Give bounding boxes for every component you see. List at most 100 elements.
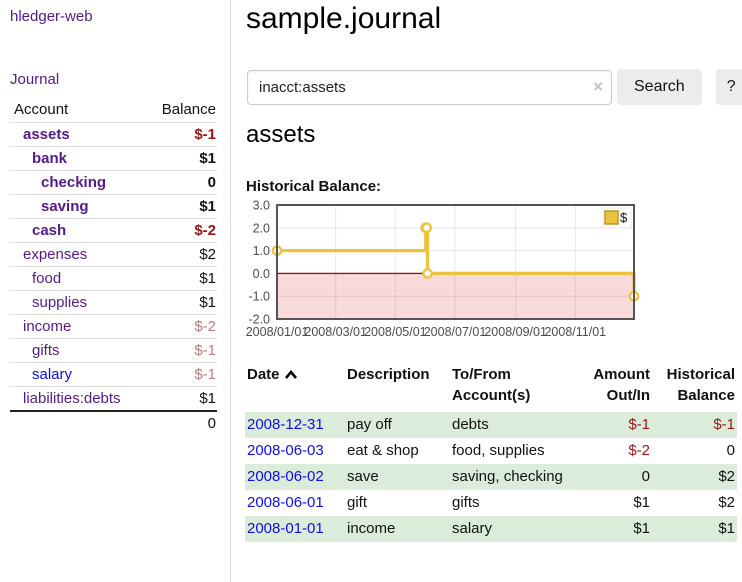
svg-text:2008/11/01: 2008/11/01 xyxy=(544,325,606,339)
account-balance: $-1 xyxy=(194,126,216,143)
legend-label: $ xyxy=(620,210,628,225)
search-field-wrapper: × xyxy=(247,69,612,105)
register-row: 2008-01-01 income salary $1 $1 xyxy=(245,516,737,542)
account-balance: $-2 xyxy=(194,222,216,239)
sort-ascending-icon xyxy=(284,365,298,386)
register-date-cell: 2008-12-31 xyxy=(245,412,345,438)
register-accounts-cell: debts xyxy=(452,416,489,433)
register-row: 2008-06-02 save saving, checking 0 $2 xyxy=(245,464,737,490)
account-link[interactable]: liabilities:debts xyxy=(23,390,121,407)
register-amount-cell: $-1 xyxy=(628,416,650,433)
search-button[interactable]: Search xyxy=(617,69,702,105)
svg-text:-1.0: -1.0 xyxy=(248,290,270,304)
account-balance: 0 xyxy=(207,174,216,191)
register-accounts-cell: salary xyxy=(452,520,493,537)
chart-title: Historical Balance: xyxy=(246,178,382,195)
account-link[interactable]: saving xyxy=(41,198,89,215)
account-row: liabilities:debts $1 xyxy=(10,386,217,412)
account-link[interactable]: checking xyxy=(41,174,107,191)
account-link[interactable]: gifts xyxy=(32,342,60,359)
register-header-description: Description xyxy=(347,366,430,383)
register-amount-cell: $-2 xyxy=(628,442,650,459)
accounts-header-row: Account Balance xyxy=(10,98,217,123)
register-description-cell: save xyxy=(347,468,379,485)
account-link[interactable]: cash xyxy=(32,222,67,239)
historical-balance-chart[interactable]: 2008/01/01 2008/03/01 2008/05/01 2008/07/01… xyxy=(240,198,700,344)
register-date-cell: 2008-06-01 xyxy=(245,490,345,516)
register-balance-cell: $-1 xyxy=(713,416,735,433)
accounts-header-balance: Balance xyxy=(161,101,216,118)
register-header-date: Date xyxy=(245,362,345,412)
legend-swatch xyxy=(604,210,619,225)
account-row: supplies $1 xyxy=(10,290,217,315)
register-description-cell: gift xyxy=(347,494,368,511)
register-accounts-cell: food, supplies xyxy=(452,442,545,459)
svg-text:1.0: 1.0 xyxy=(253,244,270,258)
account-balance: $-1 xyxy=(194,342,216,359)
search-input[interactable] xyxy=(247,69,612,105)
svg-text:2008/01/01: 2008/01/01 xyxy=(246,325,309,339)
account-row: assets $-1 xyxy=(10,122,217,147)
account-balance: $1 xyxy=(199,390,216,407)
register-heading: assets xyxy=(246,121,316,148)
register-date-link[interactable]: 2008-01-01 xyxy=(247,520,324,537)
register-row: 2008-12-31 pay off debts $-1 $-1 xyxy=(245,412,737,438)
register-header-balance: Historical Balance xyxy=(666,366,735,404)
register-header-amount: Amount Out/In xyxy=(593,366,650,404)
svg-text:2008/09/01: 2008/09/01 xyxy=(484,325,547,339)
register-amount-cell: 0 xyxy=(641,468,650,485)
account-row: saving $1 xyxy=(10,194,217,219)
account-balance: $1 xyxy=(199,198,216,215)
register-row: 2008-06-01 gift gifts $1 $2 xyxy=(245,490,737,516)
register-date-link[interactable]: 2008-12-31 xyxy=(247,416,324,433)
account-link[interactable]: bank xyxy=(32,150,68,167)
account-link[interactable]: income xyxy=(23,318,72,335)
account-balance: $2 xyxy=(199,246,216,263)
register-accounts-cell: gifts xyxy=(452,494,480,511)
account-link[interactable]: salary xyxy=(32,366,73,383)
accounts-total-value: 0 xyxy=(207,415,216,432)
account-row: bank $1 xyxy=(10,146,217,171)
brand-link[interactable]: hledger-web xyxy=(10,8,93,25)
search-form: × Search ? xyxy=(247,69,742,105)
help-button[interactable]: ? xyxy=(715,69,742,105)
accounts-total-row: 0 xyxy=(10,411,217,435)
register-date-link[interactable]: 2008-06-01 xyxy=(247,494,324,511)
nav-journal-link[interactable]: Journal xyxy=(10,71,60,88)
register-table: Date Description To/From Account(s) Amou… xyxy=(245,362,737,542)
register-amount-cell: $1 xyxy=(633,494,650,511)
account-balance: $1 xyxy=(199,294,216,311)
svg-text:2008/03/01: 2008/03/01 xyxy=(304,325,367,339)
account-row: salary $-1 xyxy=(10,362,217,387)
account-link[interactable]: expenses xyxy=(23,246,88,263)
clear-search-icon[interactable]: × xyxy=(593,76,603,96)
register-date-cell: 2008-06-02 xyxy=(245,464,345,490)
account-balance: $-2 xyxy=(194,318,216,335)
account-balance: $-1 xyxy=(194,366,216,383)
account-link[interactable]: supplies xyxy=(32,294,88,311)
register-description-cell: income xyxy=(347,520,396,537)
register-date-cell: 2008-06-03 xyxy=(245,438,345,464)
register-accounts-cell: saving, checking xyxy=(452,468,563,485)
register-date-link[interactable]: 2008-06-02 xyxy=(247,468,324,485)
accounts-table: Account Balance assets $-1 bank $1 checking 0… xyxy=(10,98,217,435)
account-row: cash $-2 xyxy=(10,218,217,243)
register-balance-cell: $1 xyxy=(718,520,735,537)
svg-text:2.0: 2.0 xyxy=(253,221,270,235)
svg-text:2008/05/01: 2008/05/01 xyxy=(364,325,427,339)
account-balance: $1 xyxy=(199,150,216,167)
register-balance-cell: $2 xyxy=(718,468,735,485)
register-date-link[interactable]: 2008-06-03 xyxy=(247,442,324,459)
register-header-accounts: To/From Account(s) xyxy=(452,366,531,404)
account-link[interactable]: food xyxy=(32,270,62,287)
register-balance-cell: 0 xyxy=(726,442,735,459)
accounts-header-account: Account xyxy=(14,101,69,118)
account-row: food $1 xyxy=(10,266,217,291)
svg-text:0.0: 0.0 xyxy=(253,267,270,281)
register-date-cell: 2008-01-01 xyxy=(245,516,345,542)
account-row: gifts $-1 xyxy=(10,338,217,363)
svg-text:-2.0: -2.0 xyxy=(248,313,270,327)
register-row: 2008-06-03 eat & shop food, supplies $-2 0 xyxy=(245,438,737,464)
register-header-row: Date Description To/From Account(s) Amou… xyxy=(245,362,737,412)
account-link[interactable]: assets xyxy=(23,126,70,143)
